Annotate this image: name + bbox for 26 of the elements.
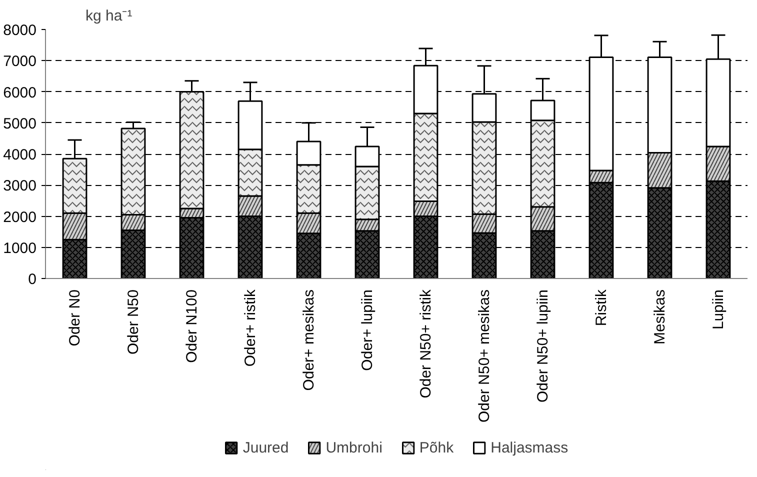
- x-tick-label: Oder N50+ ristik: [417, 289, 434, 398]
- y-tick-label: 0: [28, 271, 36, 288]
- y-tick-label: 2000: [3, 208, 37, 226]
- x-tick-label: Oder+ lupiin: [358, 289, 376, 371]
- y-axis-title: kg ha⁻¹: [86, 8, 132, 24]
- y-tick-label: 4000: [3, 146, 37, 164]
- x-tick-label: Oder+ ristik: [242, 289, 259, 367]
- y-tick-label: 6000: [3, 84, 37, 102]
- x-tick-label: Lupiin: [710, 289, 727, 330]
- x-tick-label: Oder N50: [124, 289, 142, 355]
- y-tick-label: 8000: [3, 22, 37, 39]
- x-tick-label: Ristik: [592, 289, 610, 326]
- legend-label: Umbrohi: [326, 439, 382, 456]
- legend-label: Juured: [242, 439, 289, 456]
- legend-label: Haljasmass: [490, 439, 568, 456]
- y-tick-label: 7000: [3, 53, 37, 70]
- x-tick-label: Oder N50+ mesikas: [476, 289, 493, 422]
- x-tick-label: Oder N50+ lupiin: [534, 290, 552, 402]
- x-tick-label: Oder N100: [183, 290, 200, 363]
- y-tick-label: 3000: [3, 178, 37, 195]
- x-tick-label: Oder+ mesikas: [300, 289, 318, 391]
- y-tick-label: 5000: [3, 115, 37, 132]
- x-tick-label: Mesikas: [651, 289, 668, 345]
- y-tick-label: 1000: [3, 240, 37, 257]
- legend-label: Põhk: [419, 439, 454, 456]
- x-tick-label: Oder N0: [66, 289, 84, 346]
